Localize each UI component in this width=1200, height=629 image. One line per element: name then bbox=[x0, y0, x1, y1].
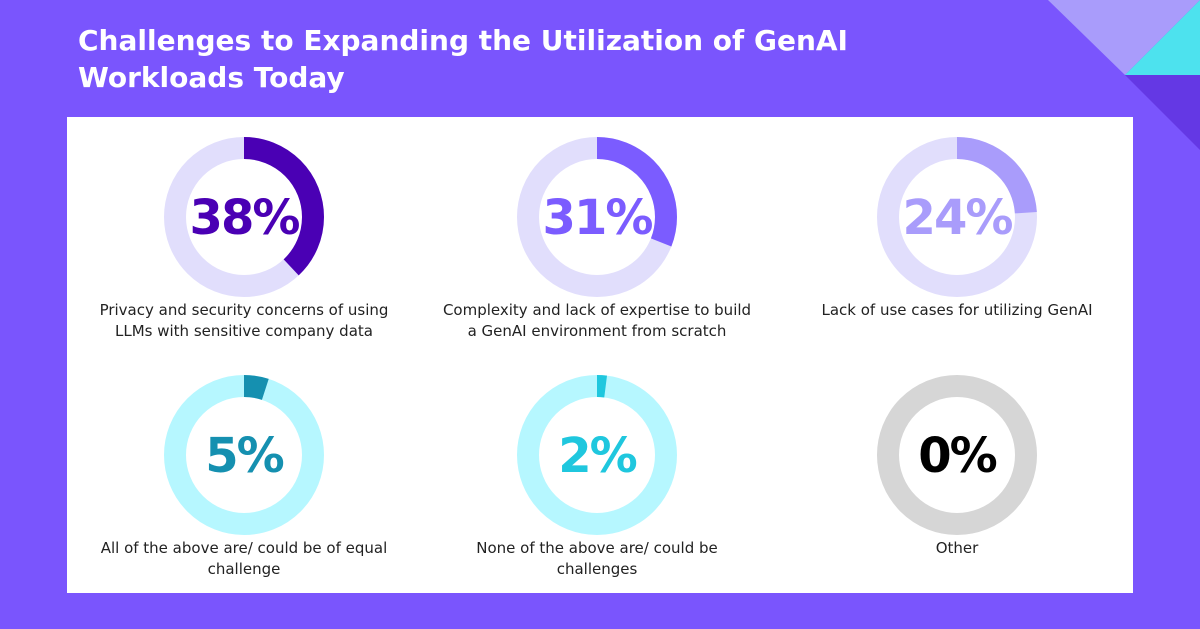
category-label: Other bbox=[935, 539, 979, 557]
category-label: All of the above are/ could be of equal … bbox=[100, 539, 388, 578]
deco-triangle bbox=[1125, 75, 1200, 150]
donut-arc bbox=[877, 137, 1037, 297]
value-label: 31% bbox=[543, 190, 653, 246]
category-label: Lack of use cases for utilizing GenAI bbox=[821, 301, 1093, 319]
charts: 38% 31% 24% 5% 2% 0% bbox=[164, 137, 1037, 535]
donut-track bbox=[877, 375, 1037, 535]
value-label: 38% bbox=[190, 190, 300, 246]
donut-arc bbox=[517, 375, 677, 535]
value-label: 24% bbox=[903, 190, 1013, 246]
deco-triangle bbox=[1125, 0, 1200, 75]
category-label: Privacy and security concerns of using L… bbox=[99, 301, 389, 340]
value-label: 2% bbox=[558, 428, 636, 484]
value-label: 5% bbox=[205, 428, 283, 484]
category-label: None of the above are/ could be challeng… bbox=[476, 539, 718, 578]
panel: 38% 31% 24% 5% 2% 0% Privacy and security con… bbox=[67, 117, 1133, 593]
deco-triangle bbox=[1048, 0, 1200, 75]
donut-arc bbox=[517, 137, 677, 297]
donut-arc bbox=[164, 137, 324, 297]
title: Challenges to Expanding the Utilization … bbox=[78, 24, 848, 94]
donut-arc bbox=[164, 375, 324, 535]
category-label: Complexity and lack of expertise to buil… bbox=[442, 301, 752, 340]
value-label: 0% bbox=[918, 428, 996, 484]
